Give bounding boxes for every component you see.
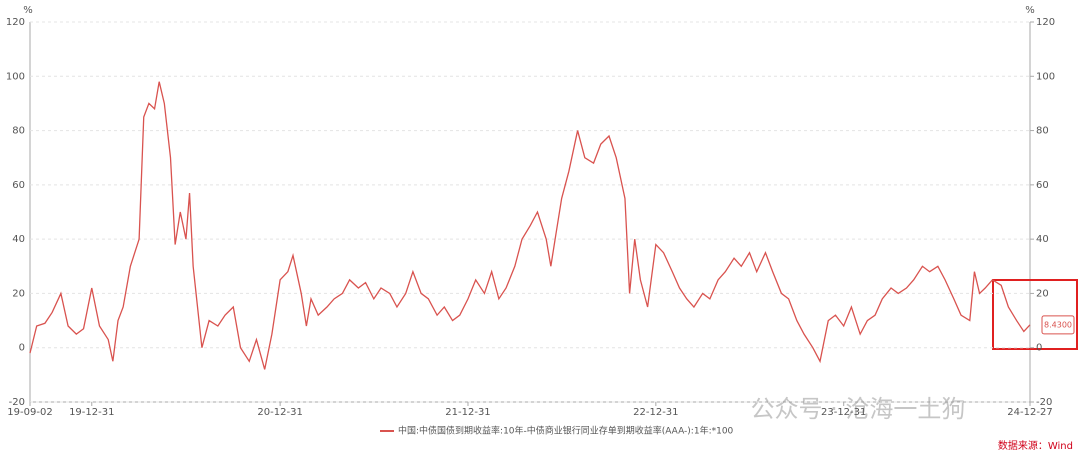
y-tick-label: -20 (9, 397, 25, 408)
y-tick-label: 0 (19, 343, 25, 354)
y-tick-label: 20 (12, 288, 25, 299)
end-label: 8.4300 (1044, 320, 1072, 329)
x-tick-label: 23-12-31 (821, 407, 866, 418)
x-tick-label: 20-12-31 (257, 407, 302, 418)
watermark: 公众号 · 沧海一土狗 (751, 395, 966, 423)
y2-tick-label: 100 (1036, 71, 1055, 82)
x-tick-label: 19-12-31 (69, 407, 114, 418)
y-tick-label: 120 (6, 17, 25, 28)
x-tick-label: 24-12-27 (1007, 407, 1052, 418)
legend-label: 中国:中债国债到期收益率:10年-中债商业银行同业存单到期收益率(AAA-):1… (398, 425, 734, 437)
x-tick-label: 22-12-31 (633, 407, 678, 418)
y2-tick-label: -20 (1036, 397, 1052, 408)
y2-tick-label: 20 (1036, 288, 1049, 299)
x-tick-label: 19-09-02 (7, 407, 52, 418)
y2-unit: % (1025, 5, 1035, 16)
y-tick-label: 40 (12, 234, 25, 245)
y2-tick-label: 60 (1036, 180, 1049, 191)
y2-tick-label: 0 (1036, 343, 1042, 354)
highlight-box (992, 279, 1078, 350)
y2-tick-label: 80 (1036, 126, 1049, 137)
series-line (29, 81, 1031, 370)
y-tick-label: 80 (12, 126, 25, 137)
source: 数据来源：Wind (998, 439, 1073, 452)
y2-tick-label: 40 (1036, 234, 1049, 245)
x-tick-label: 21-12-31 (445, 407, 490, 418)
y-tick-label: 60 (12, 180, 25, 191)
end-label-box (1041, 315, 1075, 335)
y-tick-label: 100 (6, 71, 25, 82)
y2-tick-label: 120 (1036, 17, 1055, 28)
y-unit: % (23, 5, 33, 16)
